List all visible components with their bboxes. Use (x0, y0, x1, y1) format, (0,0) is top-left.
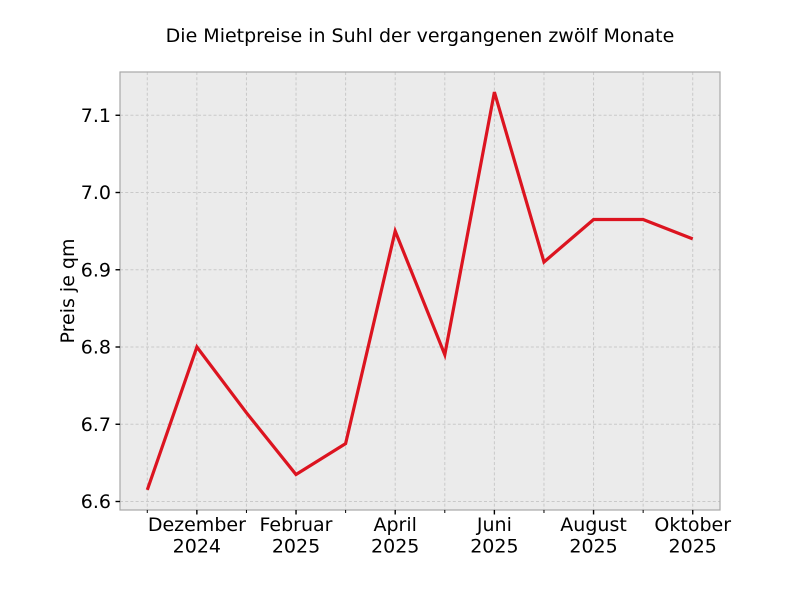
x-tick-label: Juni 2025 (470, 514, 518, 558)
x-tick-label: April 2025 (371, 514, 419, 558)
x-tick-label: Dezember 2024 (148, 514, 246, 558)
price-line-series (145, 91, 694, 491)
x-tick-label: Februar 2025 (260, 514, 333, 558)
plot-border (119, 71, 721, 511)
y-tick-label: 7.1 (81, 105, 111, 127)
y-tick-label: 6.8 (81, 337, 111, 359)
x-tick-label: Oktober 2025 (654, 514, 731, 558)
x-tick-label: August 2025 (560, 514, 627, 558)
y-tick-label: 6.9 (81, 259, 111, 281)
y-tick-label: 6.7 (81, 414, 111, 436)
y-tick-label: 7.0 (81, 182, 111, 204)
y-tick-label: 6.6 (81, 491, 111, 513)
chart-title: Die Mietpreise in Suhl der vergangenen z… (165, 25, 675, 47)
